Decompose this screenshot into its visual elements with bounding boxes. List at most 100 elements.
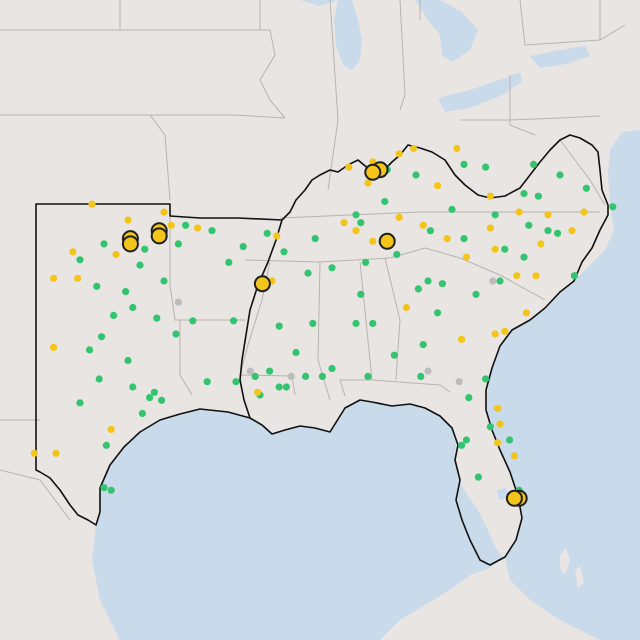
marker-green[interactable] [458, 441, 466, 449]
marker-green[interactable] [309, 319, 317, 327]
marker-green[interactable] [530, 160, 538, 168]
marker-yellow[interactable] [30, 449, 38, 457]
marker-green[interactable] [496, 277, 504, 285]
marker-green[interactable] [311, 235, 319, 243]
marker-yellow[interactable] [167, 221, 175, 229]
marker-green[interactable] [412, 171, 420, 179]
marker-green[interactable] [225, 258, 233, 266]
marker-green[interactable] [292, 348, 300, 357]
marker-green[interactable] [122, 288, 130, 296]
marker-yellow[interactable] [52, 449, 60, 457]
marker-green[interactable] [318, 372, 326, 380]
marker-green[interactable] [153, 314, 161, 322]
marker-large[interactable] [150, 227, 168, 245]
marker-green[interactable] [381, 197, 389, 206]
marker-green[interactable] [501, 245, 509, 253]
marker-green[interactable] [160, 277, 168, 285]
marker-green[interactable] [417, 372, 425, 380]
marker-gray[interactable] [455, 378, 463, 386]
marker-green[interactable] [520, 190, 528, 198]
marker-green[interactable] [158, 396, 166, 404]
marker-green[interactable] [129, 383, 137, 391]
marker-yellow[interactable] [254, 388, 262, 396]
marker-green[interactable] [426, 227, 434, 235]
marker-yellow[interactable] [494, 404, 502, 412]
marker-green[interactable] [280, 248, 288, 256]
marker-yellow[interactable] [50, 274, 58, 282]
marker-green[interactable] [76, 256, 84, 264]
marker-green[interactable] [491, 211, 499, 219]
marker-green[interactable] [304, 269, 312, 277]
marker-green[interactable] [138, 409, 146, 418]
marker-green[interactable] [86, 346, 94, 354]
marker-green[interactable] [136, 261, 144, 269]
marker-yellow[interactable] [491, 330, 499, 338]
marker-green[interactable] [352, 319, 360, 327]
marker-green[interactable] [556, 171, 564, 179]
marker-green[interactable] [98, 333, 106, 341]
marker-yellow[interactable] [69, 248, 77, 256]
marker-yellow[interactable] [486, 192, 494, 200]
marker-yellow[interactable] [194, 224, 202, 232]
marker-yellow[interactable] [340, 219, 348, 227]
marker-yellow[interactable] [107, 425, 115, 433]
marker-green[interactable] [95, 375, 103, 383]
marker-yellow[interactable] [532, 272, 540, 280]
marker-green[interactable] [570, 272, 579, 280]
marker-yellow[interactable] [486, 224, 494, 232]
marker-yellow[interactable] [369, 237, 377, 245]
marker-green[interactable] [482, 163, 490, 171]
marker-green[interactable] [460, 235, 468, 243]
marker-yellow[interactable] [273, 232, 281, 240]
marker-yellow[interactable] [345, 163, 353, 171]
marker-green[interactable] [93, 282, 101, 290]
marker-green[interactable] [609, 203, 617, 211]
marker-green[interactable] [390, 351, 398, 359]
marker-large[interactable] [378, 232, 396, 250]
marker-green[interactable] [189, 317, 197, 325]
marker-green[interactable] [141, 245, 149, 253]
marker-green[interactable] [434, 309, 442, 317]
marker-green[interactable] [486, 423, 494, 431]
marker-yellow[interactable] [510, 452, 518, 460]
marker-gray[interactable] [424, 367, 432, 375]
marker-green[interactable] [232, 378, 240, 386]
marker-green[interactable] [448, 205, 456, 213]
marker-green[interactable] [239, 243, 247, 251]
marker-green[interactable] [76, 399, 84, 407]
marker-green[interactable] [102, 441, 110, 449]
marker-yellow[interactable] [74, 274, 82, 282]
marker-yellow[interactable] [364, 179, 372, 187]
marker-green[interactable] [357, 290, 365, 298]
marker-green[interactable] [328, 264, 336, 272]
marker-green[interactable] [100, 484, 108, 492]
marker-green[interactable] [172, 330, 180, 338]
marker-yellow[interactable] [402, 303, 410, 312]
marker-green[interactable] [100, 240, 108, 248]
marker-green[interactable] [534, 192, 543, 200]
marker-green[interactable] [438, 280, 446, 288]
marker-green[interactable] [462, 436, 470, 444]
marker-yellow[interactable] [462, 253, 470, 261]
marker-green[interactable] [208, 227, 216, 235]
marker-yellow[interactable] [568, 227, 576, 235]
marker-green[interactable] [282, 383, 290, 391]
marker-yellow[interactable] [496, 420, 504, 428]
marker-green[interactable] [474, 473, 482, 481]
marker-green[interactable] [393, 250, 401, 259]
marker-green[interactable] [357, 219, 365, 227]
marker-green[interactable] [302, 372, 310, 380]
marker-large[interactable] [364, 163, 382, 181]
marker-green[interactable] [203, 378, 211, 386]
marker-yellow[interactable] [544, 211, 552, 219]
marker-gray[interactable] [174, 298, 182, 306]
marker-green[interactable] [419, 341, 427, 349]
marker-yellow[interactable] [434, 182, 442, 190]
marker-yellow[interactable] [494, 439, 502, 447]
marker-green[interactable] [520, 253, 528, 261]
marker-green[interactable] [506, 436, 514, 444]
marker-green[interactable] [362, 258, 370, 266]
marker-yellow[interactable] [443, 235, 451, 243]
